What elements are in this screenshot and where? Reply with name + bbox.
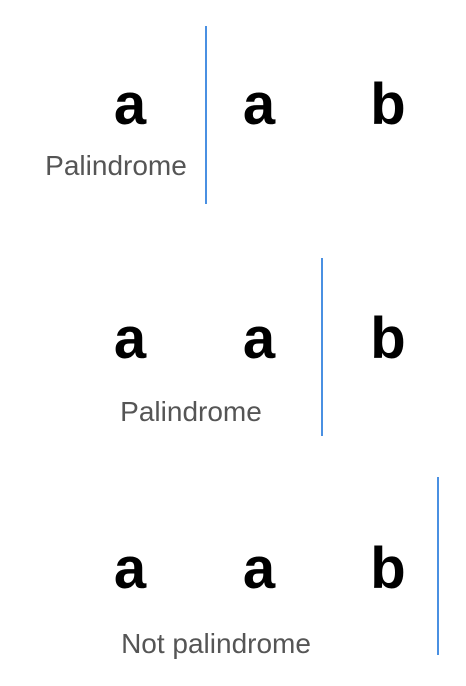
letter-cell: a (242, 536, 276, 601)
result-label: Palindrome (45, 150, 187, 181)
split-divider (321, 258, 323, 436)
split-divider (437, 477, 439, 655)
result-label: Palindrome (120, 396, 262, 427)
split-divider (205, 26, 207, 204)
letter-cell: a (242, 306, 276, 371)
letter-cell: a (113, 306, 147, 371)
result-label: Not palindrome (121, 628, 311, 659)
letter-cell: b (370, 536, 406, 601)
letter-cell: a (113, 72, 147, 137)
letter-cell: b (370, 306, 406, 371)
letter-cell: a (242, 72, 276, 137)
letter-cell: b (370, 72, 406, 137)
letter-cell: a (113, 536, 147, 601)
